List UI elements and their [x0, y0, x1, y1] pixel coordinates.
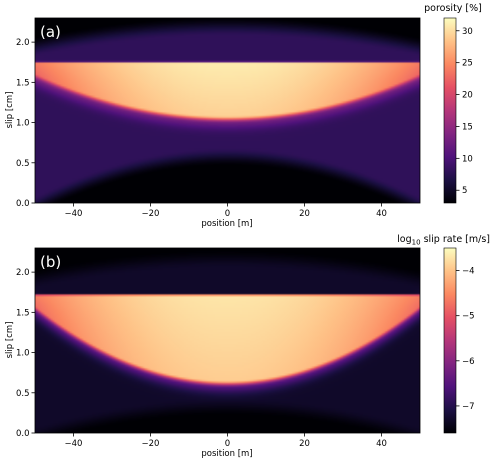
- x-tick-label: −20: [142, 209, 160, 219]
- y-tick-label: 0.5: [16, 159, 30, 169]
- panel-b-colorbar-label: log10 slip rate [m/s]: [397, 234, 490, 247]
- panel-b-label: (b): [40, 253, 61, 271]
- colorbar-tick-label: 25: [462, 59, 473, 69]
- y-tick-label: 0.0: [16, 429, 30, 439]
- panel-a-xlabel: position [m]: [201, 219, 252, 229]
- colorbar-tick-label: 20: [462, 91, 473, 101]
- x-tick-label: 40: [376, 209, 387, 219]
- panel-b: (b) −40 −20 0 20 40 0.0 0.5 1.0 1.5 2.0 position…: [5, 234, 490, 459]
- colorbar-tick-label: −4: [462, 267, 475, 277]
- y-tick-label: 0.0: [16, 199, 30, 209]
- panel-b-xlabel: position [m]: [201, 449, 252, 459]
- panel-a-y-ticks: 0.0 0.5 1.0 1.5 2.0: [16, 38, 35, 209]
- colorbar-tick-label: 5: [462, 186, 467, 196]
- x-tick-label: −40: [65, 439, 83, 449]
- colorbar-tick-label: −7: [462, 402, 475, 412]
- y-tick-label: 0.5: [16, 389, 30, 399]
- x-tick-label: 40: [376, 439, 387, 449]
- y-tick-label: 1.0: [16, 349, 30, 359]
- panel-b-colorbar-label-sub: 10: [412, 239, 421, 247]
- panel-a-colorbar: [443, 17, 457, 204]
- y-tick-label: 1.5: [16, 308, 30, 318]
- panel-b-colorbar-label-suffix: slip rate [m/s]: [421, 234, 490, 245]
- y-tick-label: 2.0: [16, 38, 30, 48]
- colorbar-tick-label: −5: [462, 312, 475, 322]
- panel-b-colorbar: [443, 247, 457, 434]
- y-tick-label: 1.0: [16, 119, 30, 129]
- panel-b-heatmap: [35, 248, 420, 433]
- x-tick-label: 20: [299, 209, 310, 219]
- y-tick-label: 1.5: [16, 78, 30, 88]
- panel-b-ylabel: slip [cm]: [5, 322, 15, 359]
- panel-b-colorbar-label-prefix: log: [397, 234, 411, 245]
- x-tick-label: −20: [142, 439, 160, 449]
- x-tick-label: 20: [299, 439, 310, 449]
- panel-a-colorbar-label: porosity [%]: [424, 3, 482, 14]
- x-tick-label: −40: [65, 209, 83, 219]
- panel-a-label: (a): [40, 23, 61, 41]
- colorbar-tick-label: 10: [462, 154, 473, 164]
- panel-b-x-ticks: −40 −20 0 20 40: [65, 433, 387, 449]
- panel-a-x-ticks: −40 −20 0 20 40: [65, 203, 387, 219]
- panel-a-colorbar-ticks: 5 10 15 20 25 30: [456, 27, 473, 196]
- y-tick-label: 2.0: [16, 268, 30, 278]
- x-tick-label: 0: [225, 439, 230, 449]
- colorbar-tick-label: 15: [462, 122, 473, 132]
- panel-a-ylabel: slip [cm]: [5, 92, 15, 129]
- colorbar-tick-label: −6: [462, 357, 475, 367]
- panel-a: (a) −40 −20 0 20 40 0.0 0.5 1.0 1.5 2.0 position…: [5, 3, 482, 229]
- panel-b-colorbar-ticks: −7 −6 −5 −4: [456, 267, 475, 412]
- x-tick-label: 0: [225, 209, 230, 219]
- colorbar-tick-label: 30: [462, 27, 473, 37]
- panel-a-heatmap: [35, 18, 420, 203]
- panel-b-y-ticks: 0.0 0.5 1.0 1.5 2.0: [16, 268, 35, 439]
